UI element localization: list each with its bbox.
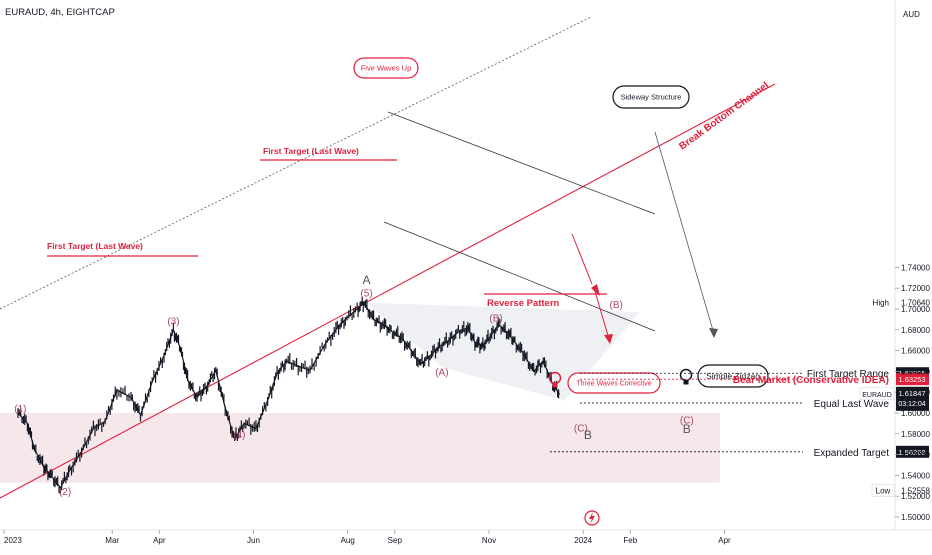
reverse-arrow-1 — [571, 233, 593, 285]
reverse-arrow-1-head — [591, 284, 600, 296]
x-tick-label: Aug — [341, 536, 355, 545]
wave-label: (C) — [574, 424, 588, 435]
wave-label: (B) — [609, 300, 622, 311]
projection-arrow-head — [709, 328, 718, 338]
high-label: High — [873, 298, 889, 307]
break-bottom-channel-label: Break Bottom Channel — [677, 80, 771, 152]
y-tick-label: 1.64000 — [901, 367, 930, 376]
price-line — [17, 301, 561, 490]
reverse-arrow-2 — [593, 287, 610, 340]
simple-zigzag-label-text: Simple Zigzag — [706, 371, 760, 381]
wave-label: (2) — [59, 487, 71, 498]
first-target-label-mid: First Target (Last Wave) — [263, 146, 359, 156]
level-value: 1.63253 — [898, 375, 925, 384]
level-name: Equal Last Wave — [814, 399, 890, 410]
high-value: 1.70640 — [901, 298, 930, 307]
y-tick-label: 1.56000 — [901, 451, 930, 460]
sideway-structure-label-text: Sideway Structure — [621, 93, 682, 102]
y-tick-label: 1.54000 — [901, 471, 930, 480]
idea-bulb-icon — [548, 371, 562, 388]
sideway-structure-label: Sideway Structure — [612, 85, 690, 109]
wave-label: A — [363, 273, 371, 287]
five-waves-up-label-box — [353, 57, 419, 79]
three-waves-corrective-label: Three Waves Corrective — [567, 372, 661, 394]
reverse-pattern-label: Reverse Pattern — [487, 298, 560, 309]
low-value: 1.52558 — [901, 486, 930, 495]
x-tick-label: Nov — [482, 536, 496, 545]
simple-zigzag-label-box — [697, 364, 769, 388]
level-name: Bear Market (Conservative IDEA) — [733, 375, 889, 386]
level-value-box — [896, 445, 929, 458]
y-tick-label: 1.66000 — [901, 347, 930, 356]
level-value: 1.56268 — [898, 448, 925, 457]
x-tick-label: Apr — [718, 536, 731, 545]
wave-label: B — [584, 428, 592, 442]
x-tick-label: Mar — [105, 536, 119, 545]
wave-label: (1) — [14, 404, 26, 415]
triangle-lower-line — [383, 221, 656, 332]
y-tick-label: 1.60000 — [901, 409, 930, 418]
y-tick-label: 1.72000 — [901, 284, 930, 293]
current-symbol: EURAUD — [862, 392, 892, 399]
low-label: Low — [876, 486, 891, 495]
wave-label: (4) — [233, 430, 245, 441]
y-tick-label: 1.50000 — [901, 513, 930, 522]
wave-label: B — [683, 422, 691, 436]
wave-label: (5) — [360, 289, 372, 300]
triangle-upper-line — [387, 111, 656, 215]
y-tick-label: 1.68000 — [901, 326, 930, 335]
level-value-box — [896, 373, 929, 386]
five-waves-up-label-text: Five Waves Up — [361, 64, 412, 73]
current-countdown: 03:12:04 — [898, 401, 925, 408]
replay-bolt-icon — [584, 510, 600, 526]
x-tick-label: 2023 — [4, 536, 22, 545]
wave-label: (B) — [489, 313, 502, 324]
x-tick-label: 2024 — [574, 536, 592, 545]
five-waves-up-label: Five Waves Up — [353, 57, 419, 79]
y-tick-label: 1.58000 — [901, 430, 930, 439]
x-tick-label: Sep — [388, 536, 403, 545]
reverse-arrow-2-head — [604, 334, 613, 344]
y-tick-label: 1.52000 — [901, 492, 930, 501]
current-price-box — [896, 386, 929, 411]
x-tick-label: Jun — [247, 536, 260, 545]
three-waves-corrective-label-text: Three Waves Corrective — [576, 381, 651, 388]
low-label-box — [871, 484, 895, 497]
wave-label: (C) — [680, 415, 694, 426]
currency-label: AUD — [903, 10, 920, 19]
zigzag-bulb-icon-base — [683, 380, 689, 385]
x-tick-label: Feb — [623, 536, 637, 545]
current-symbol-box — [859, 387, 895, 401]
wave-label: (3) — [167, 317, 179, 328]
x-tick-label: Apr — [153, 536, 166, 545]
current-price-value: 1.61847 — [898, 389, 925, 398]
chart-title: EURAUD, 4h, EIGHTCAP — [5, 7, 115, 18]
idea-bulb-icon-base — [552, 383, 558, 388]
lower-channel-line — [0, 83, 776, 499]
level-name: Expanded Target — [814, 448, 890, 459]
target-zone — [0, 413, 720, 483]
first-target-label-left: First Target (Last Wave) — [47, 241, 143, 251]
zigzag-bulb-icon — [679, 368, 693, 385]
projection-arrow-line — [654, 131, 715, 335]
sideway-structure-label-box — [612, 85, 690, 109]
simple-zigzag-label: Simple Zigzag — [697, 364, 769, 388]
replay-bolt-glyph — [589, 512, 595, 524]
wave-label: (A) — [435, 368, 448, 379]
level-name: First Target Range — [807, 369, 890, 380]
y-tick-label: 1.70000 — [901, 305, 930, 314]
y-tick-label: 1.74000 — [901, 263, 930, 272]
upper-channel-line — [0, 16, 592, 310]
